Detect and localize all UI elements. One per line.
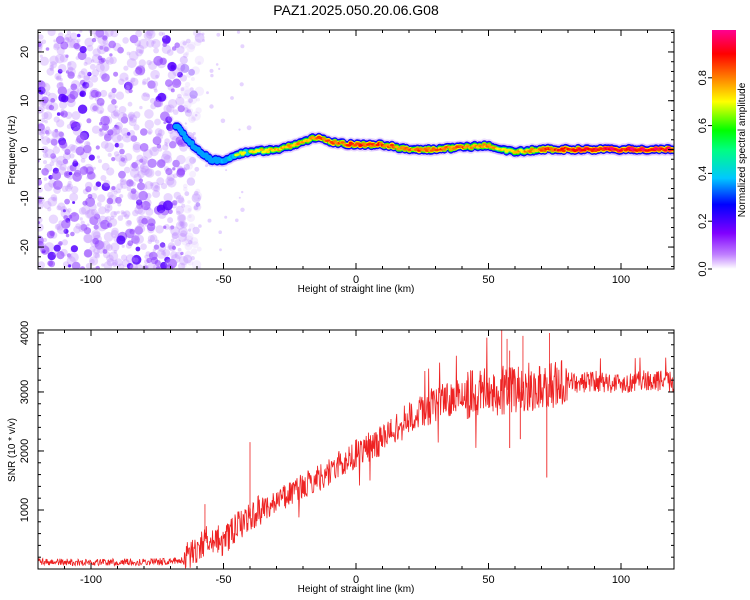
snr-series-line	[38, 330, 674, 569]
spectrogram-y-tick-label: 20	[19, 46, 31, 58]
snr-plot-area	[38, 330, 674, 569]
spectrogram-y-axis-label: Frequency (Hz)	[7, 116, 18, 185]
colorbar-tick-label: 0.8	[697, 70, 709, 85]
snr-y-tick-label: 2000	[19, 439, 31, 463]
colorbar-label: Normalized spectral amplitude	[737, 82, 748, 217]
spectrogram-x-tick-label: 0	[353, 274, 359, 286]
colorbar-tick-label: 0.0	[697, 261, 709, 276]
noise-speckle	[38, 30, 252, 269]
spectrogram-x-tick-label: -100	[80, 274, 102, 286]
snr-panel: -100 -50 0 50 100 1000 2000 3000 4000 Height of …	[7, 321, 675, 595]
colorbar: 0.0 0.2 0.4 0.6 0.8 Normalized spectral ampl…	[697, 30, 748, 277]
spectrogram-x-tick-label: 50	[482, 274, 494, 286]
snr-axes: -100 -50 0 50 100 1000 2000 3000 4000	[19, 321, 675, 586]
snr-x-tick-label: -100	[80, 574, 102, 586]
snr-y-tick-label: 1000	[19, 498, 31, 522]
chart-title: PAZ1.2025.050.20.06.G08	[273, 2, 439, 18]
snr-x-tick-label: -50	[216, 574, 232, 586]
snr-y-axis-label: SNR (10 * v/v)	[7, 418, 18, 482]
snr-x-tick-label: 100	[612, 574, 630, 586]
spectrogram-y-tick-label: 10	[19, 95, 31, 107]
colorbar-ticks: 0.0 0.2 0.4 0.6 0.8	[697, 70, 712, 277]
colorbar-gradient	[712, 30, 736, 269]
snr-y-tick-label: 4000	[19, 321, 31, 345]
spectrogram-x-axis-label: Height of straight line (km)	[298, 284, 415, 295]
spectrogram-x-tick-label: -50	[216, 274, 232, 286]
spectrogram-plot-area	[38, 30, 674, 269]
snr-y-tick-label: 3000	[19, 380, 31, 404]
colorbar-tick-label: 0.6	[697, 118, 709, 133]
snr-x-tick-label: 50	[482, 574, 494, 586]
colorbar-tick-label: 0.4	[697, 166, 709, 181]
spectrogram-y-tick-label: -10	[19, 190, 31, 206]
snr-x-tick-label: 0	[353, 574, 359, 586]
frequency-ridge	[170, 120, 674, 168]
spectrogram-x-tick-label: 100	[612, 274, 630, 286]
spectrogram-y-tick-label: -20	[19, 239, 31, 255]
spectrogram-y-tick-label: 0	[19, 146, 31, 152]
colorbar-tick-label: 0.2	[697, 214, 709, 229]
snr-x-axis-label: Height of straight line (km)	[298, 584, 415, 595]
